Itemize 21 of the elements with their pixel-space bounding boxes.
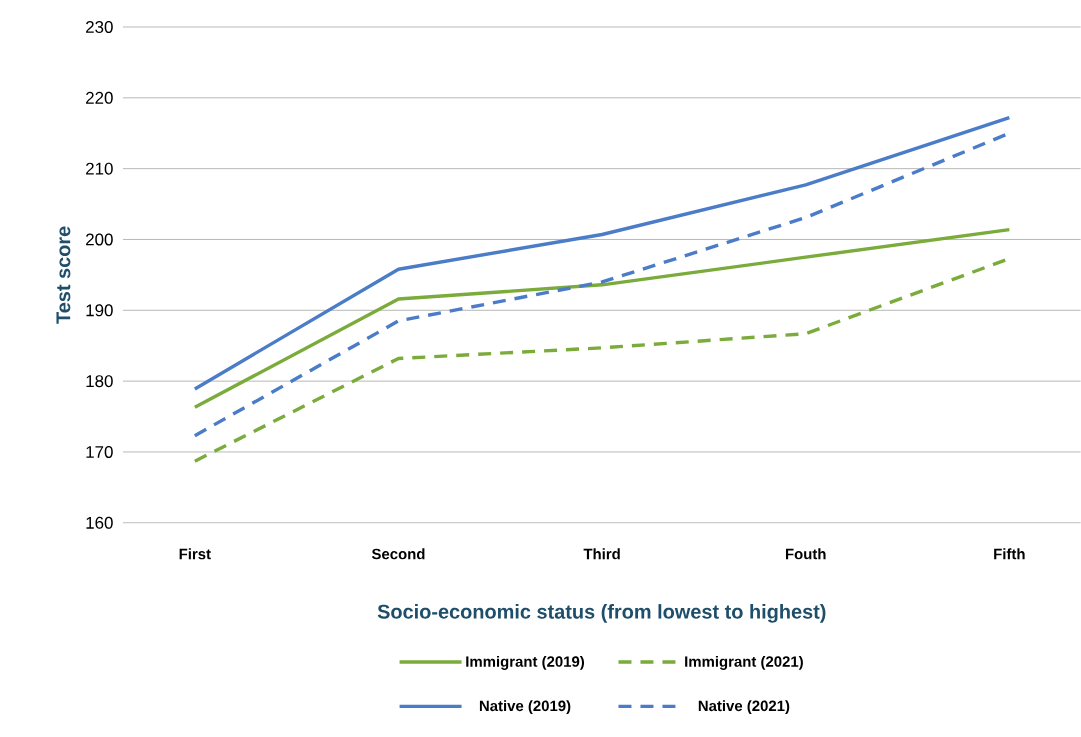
x-tick-label: Third <box>583 548 620 560</box>
x-tick-label: Fifth <box>994 548 1025 560</box>
y-tick-label: 230 <box>86 21 113 34</box>
x-tick-label: Fouth <box>785 548 826 560</box>
legend-label: Immigrant (2019) <box>466 656 585 671</box>
y-axis-title: Test score <box>56 226 71 324</box>
x-tick-label: First <box>179 548 211 560</box>
legend-label: Native (2019) <box>479 700 571 715</box>
y-tick-label: 220 <box>86 91 113 104</box>
y-tick-label: 210 <box>86 162 113 175</box>
legend-label: Immigrant (2021) <box>685 656 803 671</box>
line-series <box>193 228 1012 410</box>
y-tick-label: 190 <box>86 304 113 317</box>
legend-label: Native (2021) <box>698 700 790 715</box>
line-series <box>193 116 1012 391</box>
x-axis-title: Socio-economic status (from lowest to highest) <box>377 604 826 623</box>
y-tick-label: 180 <box>86 375 113 388</box>
x-tick-label: Second <box>371 548 425 560</box>
y-tick-label: 200 <box>86 233 113 246</box>
y-tick-label: 160 <box>86 516 113 529</box>
y-tick-label: 170 <box>86 446 113 459</box>
